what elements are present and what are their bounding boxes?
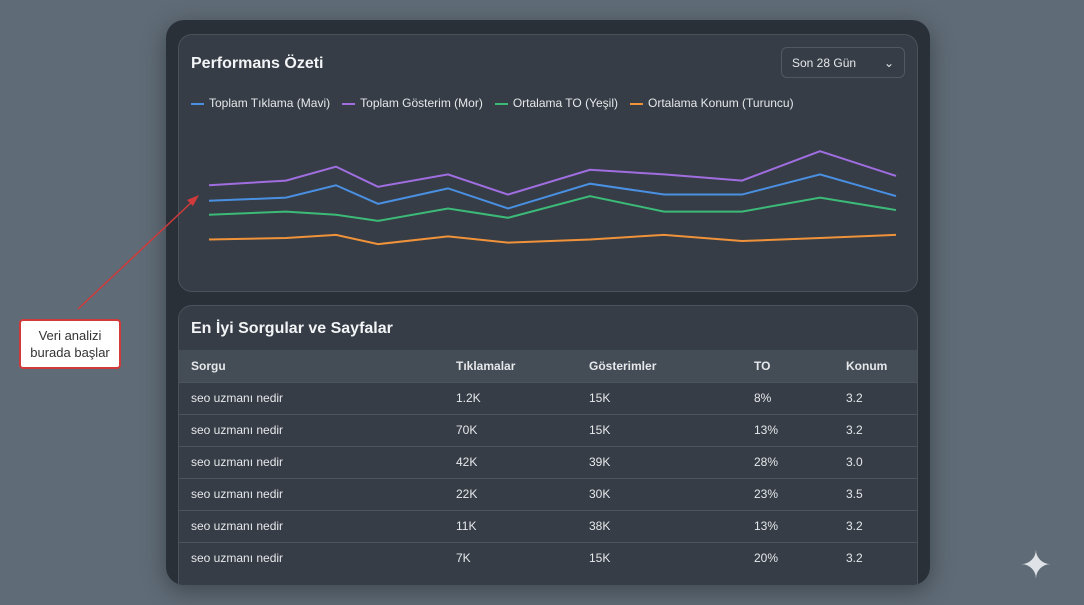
legend-label: Ortalama TO (Yeşil) xyxy=(512,96,618,110)
table-cell: 23% xyxy=(742,477,834,510)
table-cell: 3.2 xyxy=(834,541,917,574)
legend-label: Toplam Tıklama (Mavi) xyxy=(209,96,331,110)
table-cell: 20% xyxy=(742,541,834,574)
table-row[interactable]: seo uzmanı nedir 70K 15K 13% 3.2 xyxy=(179,413,917,446)
table-row[interactable]: seo uzmanı nedir 11K 38K 13% 3.2 xyxy=(179,509,917,542)
table-cell: seo uzmanı nedir xyxy=(179,509,444,542)
table-cell: seo uzmanı nedir xyxy=(179,541,444,574)
legend-swatch xyxy=(629,102,643,105)
table-cell: 28% xyxy=(742,445,834,478)
table-cell: 22K xyxy=(444,477,577,510)
chevron-down-icon: ⌄ xyxy=(883,56,894,70)
column-header[interactable]: TO xyxy=(742,350,834,382)
legend-item[interactable]: Toplam Tıklama (Mavi) xyxy=(191,96,330,110)
line-chart xyxy=(208,150,897,246)
legend-swatch xyxy=(191,102,204,105)
column-header[interactable]: Konum xyxy=(834,350,917,382)
date-range-select[interactable]: Son 28 Gün ⌄ xyxy=(781,47,905,78)
table-cell: 13% xyxy=(742,509,834,542)
table-cell: 70K xyxy=(444,413,577,446)
series-line xyxy=(208,173,897,210)
legend-swatch xyxy=(494,102,508,105)
legend-label: Toplam Gösterim (Mor) xyxy=(360,96,483,110)
table-cell: seo uzmanı nedir xyxy=(179,413,444,446)
table-row[interactable]: seo uzmanı nedir 7K 15K 20% 3.2 xyxy=(179,541,917,574)
table-cell: 1.2K xyxy=(444,381,577,414)
legend-item[interactable]: Ortalama TO (Yeşil) xyxy=(494,96,618,110)
table-cell: 7K xyxy=(444,541,577,574)
table-cell: 8% xyxy=(742,381,834,414)
legend-swatch xyxy=(342,102,356,105)
table-row[interactable]: seo uzmanı nedir 1.2K 15K 8% 3.2 xyxy=(179,381,917,414)
column-header[interactable]: Tıklamalar xyxy=(444,350,577,382)
legend-item[interactable]: Toplam Gösterim (Mor) xyxy=(342,96,483,110)
table-cell: 11K xyxy=(444,509,577,542)
table-cell: 39K xyxy=(577,445,742,478)
table-cell: 3.0 xyxy=(834,445,917,478)
series-line xyxy=(208,233,897,246)
table-cell: seo uzmanı nedir xyxy=(179,477,444,510)
queries-table: Sorgu Tıklamalar Gösterimler TO Konum seo uz… xyxy=(179,350,917,574)
table-cell: 30K xyxy=(577,477,742,510)
table-cell: 38K xyxy=(577,509,742,542)
table-row[interactable]: seo uzmanı nedir 22K 30K 23% 3.5 xyxy=(179,477,917,510)
table-cell: seo uzmanı nedir xyxy=(179,445,444,478)
annotation-callout: Veri analizi burada başlar xyxy=(19,319,121,369)
chart-legend: Toplam Tıklama (Mavi) Toplam Gösterim (Mo… xyxy=(191,96,794,110)
table-cell: 13% xyxy=(742,413,834,446)
series-line xyxy=(208,195,897,222)
table-cell: 3.2 xyxy=(834,381,917,414)
table-cell: 3.5 xyxy=(834,477,917,510)
top-queries-panel: En İyi Sorgular ve Sayfalar Sorgu Tıklama… xyxy=(178,305,918,585)
date-range-value: Son 28 Gün xyxy=(792,56,857,70)
table-cell: seo uzmanı nedir xyxy=(179,381,444,414)
panel-title: Performans Özeti xyxy=(191,55,324,72)
legend-label: Ortalama Konum (Turuncu) xyxy=(647,96,794,110)
performance-summary-panel: Performans Özeti Son 28 Gün ⌄ Toplam Tık… xyxy=(178,34,918,292)
sparkle-icon: ✦ xyxy=(1020,545,1052,587)
table-cell: 42K xyxy=(444,445,577,478)
table-cell: 15K xyxy=(577,541,742,574)
column-header[interactable]: Gösterimler xyxy=(577,350,742,382)
panel-title: En İyi Sorgular ve Sayfalar xyxy=(191,320,393,337)
table-cell: 3.2 xyxy=(834,413,917,446)
dashboard-card: Performans Özeti Son 28 Gün ⌄ Toplam Tık… xyxy=(166,20,930,585)
table-row[interactable]: seo uzmanı nedir 42K 39K 28% 3.0 xyxy=(179,445,917,478)
column-header[interactable]: Sorgu xyxy=(179,350,444,382)
callout-line: burada başlar xyxy=(30,345,110,360)
legend-item[interactable]: Ortalama Konum (Turuncu) xyxy=(629,96,794,110)
series-line xyxy=(208,150,897,196)
table-cell: 3.2 xyxy=(834,509,917,542)
table-cell: 15K xyxy=(577,381,742,414)
table-cell: 15K xyxy=(577,413,742,446)
callout-line: Veri analizi xyxy=(38,328,102,343)
